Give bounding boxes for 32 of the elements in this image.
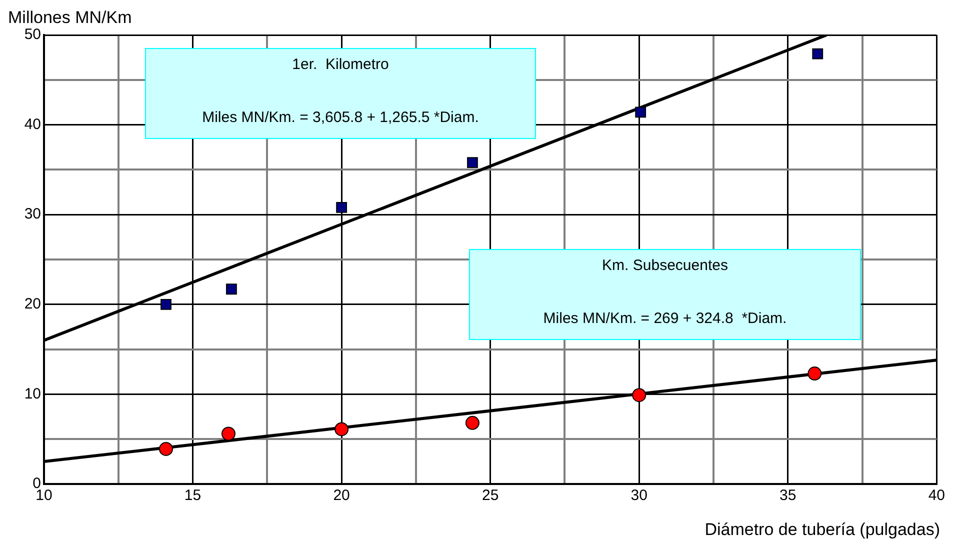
note-box: 1er. Kilometro Miles MN/Km. = 3,605.8 + 1,265.5 *Diam. bbox=[145, 48, 536, 139]
point bbox=[808, 366, 822, 381]
annotation: Km. Subsecuentes bbox=[601, 257, 729, 274]
x-tick-label: 20 bbox=[333, 487, 350, 504]
annotation: Miles MN/Km. = 3,605.8 + 1,265.5 *Diam. bbox=[201, 109, 480, 126]
x-tick-label: 30 bbox=[630, 487, 648, 504]
point bbox=[160, 298, 172, 310]
point bbox=[465, 416, 480, 430]
point bbox=[226, 284, 237, 295]
point bbox=[221, 426, 236, 441]
point bbox=[467, 157, 478, 168]
y-tick-label: 20 bbox=[24, 296, 41, 313]
point bbox=[158, 442, 173, 456]
x-tick-label: 35 bbox=[780, 487, 796, 504]
point bbox=[334, 422, 349, 436]
point bbox=[632, 388, 646, 402]
x-axis-title: Diámetro de tubería (pulgadas) bbox=[704, 520, 940, 540]
x-tick-label: 25 bbox=[482, 487, 499, 504]
point bbox=[812, 48, 824, 60]
x-tick-label: 10 bbox=[36, 487, 52, 504]
note-box: Km. Subsecuentes Miles MN/Km. = 269 + 324.8 *Diam. bbox=[469, 249, 861, 340]
annotation: Miles MN/Km. = 269 + 324.8 *Diam. bbox=[542, 310, 788, 327]
point bbox=[336, 202, 348, 213]
y-tick-label: 50 bbox=[24, 26, 41, 44]
y-tick-label: 10 bbox=[24, 385, 41, 402]
point bbox=[635, 106, 646, 118]
y-tick-label: 40 bbox=[24, 116, 41, 133]
y-tick-label: 30 bbox=[24, 206, 41, 223]
annotation: 1er. Kilometro bbox=[291, 56, 390, 73]
y-axis-title: Millones MN/Km bbox=[8, 8, 132, 28]
x-tick-label: 40 bbox=[928, 487, 945, 504]
x-tick-label: 15 bbox=[184, 487, 202, 504]
